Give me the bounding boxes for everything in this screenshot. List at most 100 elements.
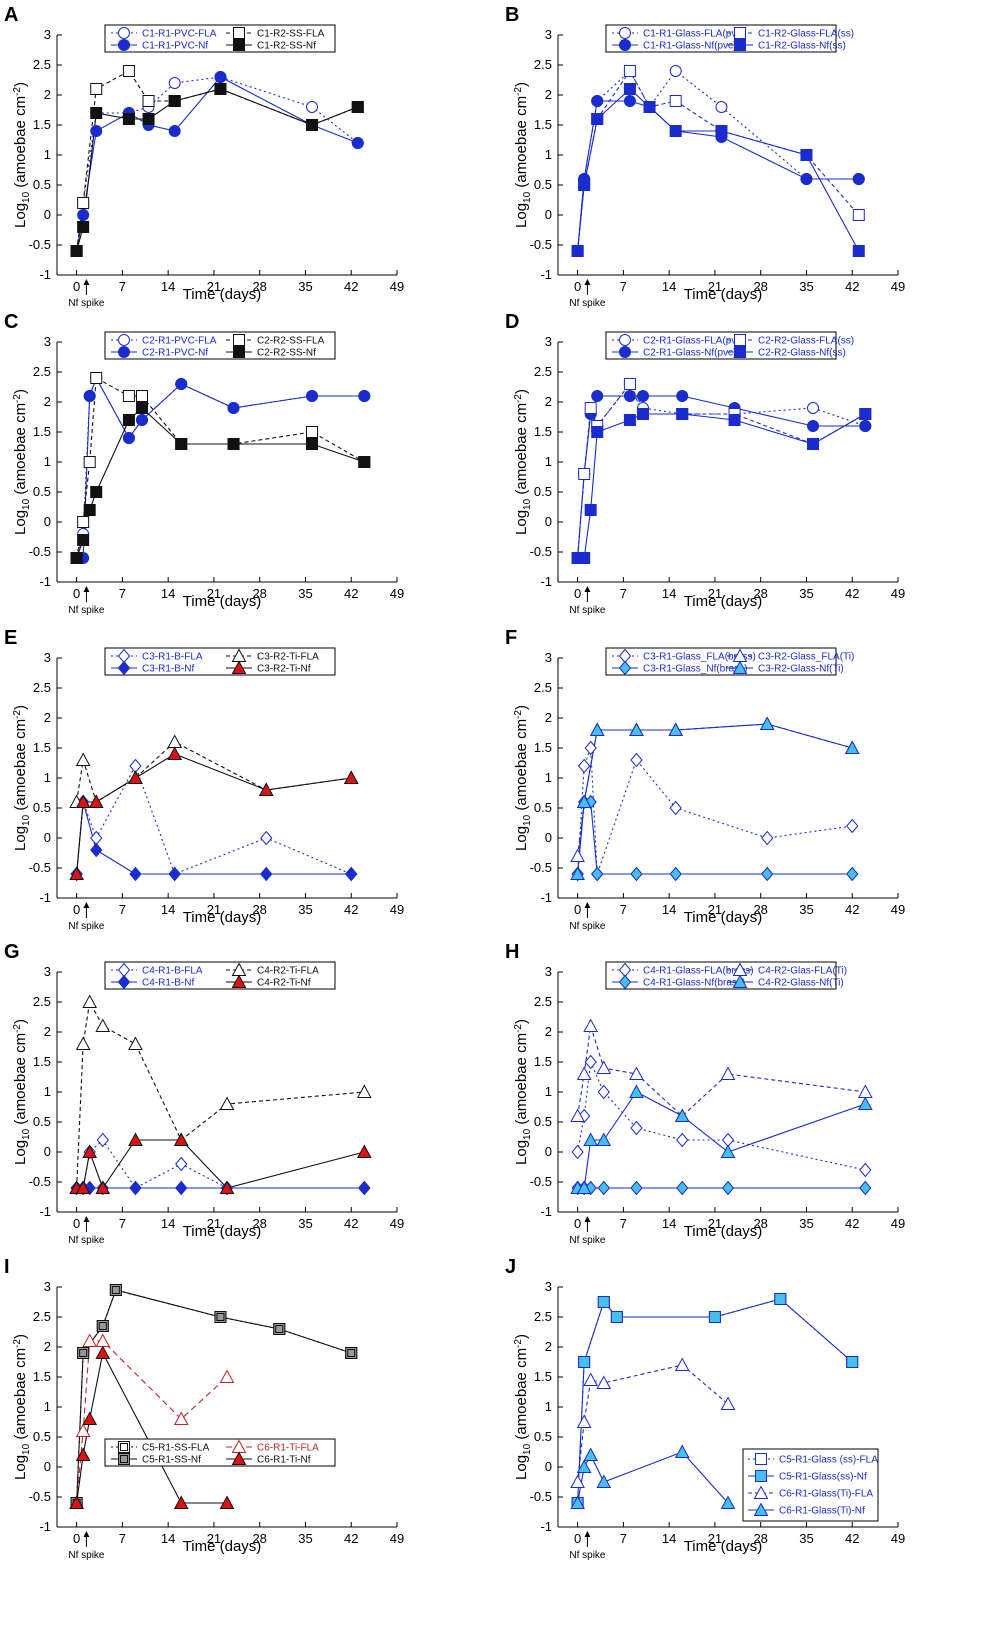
spike-arrowhead bbox=[83, 279, 90, 285]
series-line bbox=[76, 407, 365, 559]
x-tick-label: 35 bbox=[799, 279, 813, 294]
spike-arrowhead bbox=[584, 586, 591, 592]
series-line bbox=[577, 100, 859, 252]
x-tick-label: 21 bbox=[207, 1531, 221, 1546]
data-point bbox=[578, 179, 591, 191]
x-tick-label: 42 bbox=[344, 279, 358, 294]
data-point bbox=[90, 842, 103, 858]
x-tick-label: 7 bbox=[620, 1531, 627, 1546]
x-tick-label: 21 bbox=[708, 1216, 722, 1231]
x-axis-label: Time (days) bbox=[684, 286, 763, 303]
spike-arrowhead bbox=[83, 1216, 90, 1222]
y-tick-label: 2 bbox=[545, 394, 552, 409]
legend-marker-inner bbox=[120, 1455, 128, 1463]
data-point bbox=[576, 794, 592, 808]
x-tick-label: 35 bbox=[799, 902, 813, 917]
y-axis-label: Log10 (amoebae cm-2) bbox=[513, 82, 533, 228]
data-point bbox=[122, 432, 135, 444]
legend: C1-R1-Glass-FLA(pvc) C1-R2-Glass-FLA(ss)C… bbox=[605, 24, 854, 53]
x-tick-label: 42 bbox=[344, 1216, 358, 1231]
data-point bbox=[77, 209, 90, 221]
data-point bbox=[668, 722, 684, 736]
data-point bbox=[583, 1018, 599, 1032]
y-tick-label: 2.5 bbox=[33, 994, 51, 1009]
legend-label: C5-R1-Glass (ss)-FLA bbox=[779, 1455, 878, 1466]
y-tick-label: 2 bbox=[545, 87, 552, 102]
legend-marker bbox=[118, 1453, 130, 1465]
spike-label: Nf spike bbox=[68, 605, 105, 616]
y-tick-label: -0.5 bbox=[29, 544, 51, 559]
data-point bbox=[584, 740, 597, 756]
data-point bbox=[168, 866, 181, 882]
y-tick-label: 0 bbox=[44, 514, 51, 529]
legend-label: C4-R2-Ti-FLA bbox=[257, 966, 319, 977]
x-axis-label: Time (days) bbox=[183, 286, 262, 303]
y-tick-label: -1 bbox=[39, 1519, 51, 1534]
data-point bbox=[623, 378, 636, 390]
y-tick-label: 3 bbox=[44, 964, 51, 979]
x-tick-label: 49 bbox=[390, 586, 404, 601]
data-point bbox=[596, 1375, 612, 1389]
data-point bbox=[761, 830, 774, 846]
data-point bbox=[630, 1120, 643, 1136]
y-tick-label: -0.5 bbox=[530, 237, 552, 252]
panel-G: G -1 -0.5 0 0.5 1 1.5 2 2.5 3 0 7 14 21 28 35 42 49 Time (… bbox=[4, 941, 404, 1246]
legend: C4-R1-B-FLA C4-R2-Ti-FLA C4-R1-B-Nf C4-R2-T… bbox=[104, 961, 336, 990]
data-point bbox=[142, 95, 155, 107]
data-point bbox=[630, 866, 643, 882]
data-point bbox=[800, 173, 813, 185]
y-axis-label-part: Log bbox=[513, 203, 530, 228]
data-point bbox=[715, 101, 728, 113]
y-tick-label: 2 bbox=[44, 710, 51, 725]
legend-label: C4-R1-B-Nf bbox=[142, 978, 194, 989]
legend-label: C3-R1-Glass_FLA(brass) bbox=[643, 652, 756, 663]
x-tick-label: 35 bbox=[799, 1531, 813, 1546]
series-line bbox=[76, 1289, 352, 1504]
x-tick-label: 49 bbox=[390, 1216, 404, 1231]
y-axis-label-part: ) bbox=[12, 705, 29, 710]
legend-label: C4-R2-Glas-FLA(Ti) bbox=[758, 966, 847, 977]
y-tick-label: 0.5 bbox=[534, 1114, 552, 1129]
data-point bbox=[676, 408, 689, 420]
legend-label: C3-R1-Glass_Nf(brass) bbox=[643, 664, 747, 675]
legend-label: C1-R2-SS-Nf bbox=[257, 41, 316, 52]
legend-box bbox=[104, 331, 336, 360]
y-axis-label: Log10 (amoebae cm-2) bbox=[513, 705, 533, 851]
data-point bbox=[219, 1180, 235, 1194]
legend-marker bbox=[117, 974, 131, 990]
series-line bbox=[577, 723, 853, 857]
x-tick-label: 7 bbox=[119, 902, 126, 917]
data-point bbox=[356, 1144, 372, 1158]
data-point bbox=[173, 1495, 189, 1509]
y-axis-label-part: Log bbox=[513, 1140, 530, 1165]
data-point bbox=[128, 1132, 143, 1146]
legend-label: C3-R1-B-FLA bbox=[142, 652, 203, 663]
legend-label: C2-R2-Glass-FLA(ss) bbox=[758, 336, 854, 347]
data-point bbox=[610, 1311, 623, 1323]
data-point bbox=[219, 1096, 235, 1110]
data-point bbox=[219, 1369, 235, 1383]
legend-marker bbox=[619, 334, 631, 346]
y-axis-label-part: Log bbox=[12, 1140, 29, 1165]
data-point bbox=[175, 378, 188, 390]
legend-marker bbox=[231, 1451, 247, 1465]
legend-label: C4-R1-Glass-Nf(brass) bbox=[643, 978, 745, 989]
y-tick-label: 3 bbox=[545, 964, 552, 979]
y-tick-label: 1.5 bbox=[33, 1369, 51, 1384]
x-tick-label: 35 bbox=[298, 1531, 312, 1546]
data-point bbox=[122, 65, 135, 77]
data-point bbox=[761, 866, 774, 882]
x-tick-label: 14 bbox=[161, 279, 175, 294]
series-line bbox=[76, 1000, 365, 1189]
x-tick-label: 0 bbox=[73, 1531, 80, 1546]
y-axis-label-part: 10 bbox=[522, 814, 533, 826]
x-tick-label: 42 bbox=[344, 1531, 358, 1546]
y-axis-label-part: ) bbox=[513, 1019, 530, 1024]
x-tick-label: 49 bbox=[891, 586, 905, 601]
panel-letter: B bbox=[505, 4, 519, 26]
data-point bbox=[82, 994, 98, 1008]
data-point bbox=[351, 137, 364, 149]
panel-I: I -1 -0.5 0 0.5 1 1.5 2 2.5 3 0 7 14 21 28 35 42 49 Time (… bbox=[4, 1256, 404, 1561]
data-point bbox=[173, 1132, 189, 1146]
panel-E: E -1 -0.5 0 0.5 1 1.5 2 2.5 3 0 7 14 21 28 35 42 49 Time (… bbox=[4, 627, 404, 932]
